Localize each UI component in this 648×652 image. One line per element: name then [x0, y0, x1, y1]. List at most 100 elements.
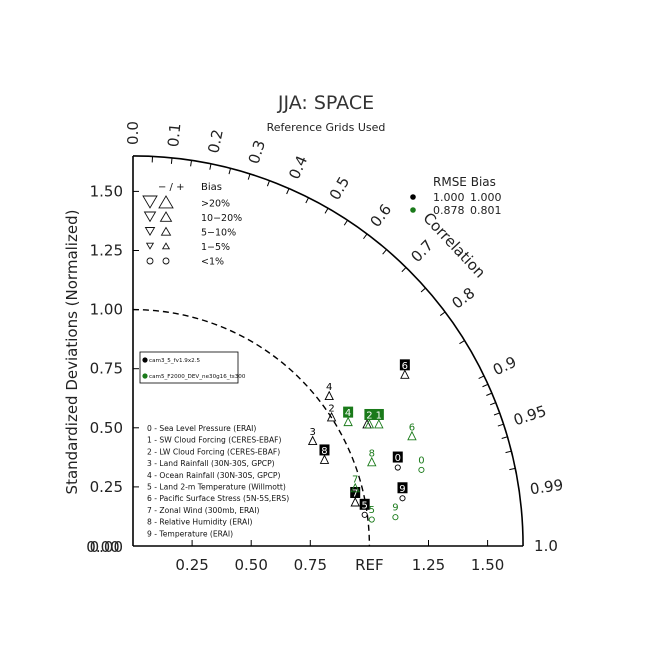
bias-up-triangle-icon [161, 212, 172, 221]
corr-tick [506, 451, 512, 452]
bias-down-triangle-icon [147, 243, 154, 249]
x-tick-label: 0.50 [234, 556, 267, 574]
x-tick-label: 1.50 [471, 556, 504, 574]
data-point: 1 [374, 409, 384, 428]
corr-tick [486, 393, 492, 395]
case-legend-label: cam3_5_fv1.9x2.5 [149, 358, 200, 364]
rmse-legend-header: RMSE Bias [433, 175, 496, 189]
x-tick-label: 0.75 [294, 556, 327, 574]
corr-label: 0.1 [164, 122, 184, 148]
corr-tick [383, 250, 387, 255]
corr-tick [482, 384, 487, 386]
case-legend-label: cam5_F2000_DEV_ne30g16_ts300 [149, 374, 246, 380]
data-point-label: 4 [345, 408, 351, 419]
data-points: 0123456789012456789 [309, 359, 425, 522]
corr-tick [459, 341, 464, 344]
data-point-marker [395, 465, 400, 470]
variable-list-item: 4 - Ocean Rainfall (30N-30S, GPCP) [147, 471, 280, 480]
corr-tick [229, 168, 231, 174]
data-point-label: 8 [321, 446, 327, 457]
corr-tick [479, 376, 484, 379]
corr-tick [363, 234, 367, 239]
y-tick-label: 1.50 [90, 182, 123, 200]
variable-list-item: 9 - Temperature (ERAI) [147, 529, 233, 538]
case-legend-dot-icon [142, 373, 147, 378]
corr-label: 0.7 [407, 236, 437, 266]
corr-tick [171, 158, 172, 164]
variable-list-item: 3 - Land Rainfall (30N-30S, GPCP) [147, 459, 275, 468]
y-tick-label: 1.25 [90, 242, 123, 260]
data-point: 0 [418, 455, 424, 472]
data-point-label: 9 [392, 503, 398, 514]
bias-circle-icon [147, 258, 153, 264]
data-point-marker [419, 467, 424, 472]
corr-tick [440, 312, 445, 316]
bias-down-triangle-icon [146, 228, 155, 236]
rmse-legend-dot-icon [410, 194, 416, 200]
data-point-label: 4 [326, 382, 332, 393]
corr-tick [502, 437, 508, 439]
data-point-label: 5 [361, 500, 367, 511]
corr-tick [267, 181, 269, 187]
corr-label: 0.9 [490, 353, 519, 380]
bias-legend-value: 1.000 [470, 191, 502, 204]
y-tick-label: 0.75 [90, 360, 123, 378]
corr-tick [306, 198, 309, 203]
bias-legend-value: 0.801 [470, 204, 502, 217]
y-axis-label: Standardized Deviations (Normalized) [63, 210, 81, 495]
data-point: 4 [325, 382, 333, 400]
corr-label: 0.5 [326, 174, 354, 204]
variable-list-item: 1 - SW Cloud Forcing (CERES-EBAF) [147, 436, 282, 445]
corr-label: 0.2 [204, 128, 226, 155]
variable-list-item: 7 - Zonal Wind (300mb, ERAI) [147, 506, 259, 515]
rmse-legend-value: 1.000 [433, 191, 465, 204]
data-point: 8 [368, 448, 376, 466]
data-point: 3 [309, 427, 317, 445]
bias-legend-row-label: 5−10% [201, 228, 236, 239]
bias-legend-row-label: >20% [201, 199, 230, 210]
data-point-label: 0 [418, 455, 424, 466]
corr-tick [509, 468, 515, 469]
data-point-label: 3 [309, 427, 315, 438]
x-tick-label: 1.25 [412, 556, 445, 574]
rmse-legend-dot-icon [410, 207, 416, 213]
corr-tick [498, 424, 504, 426]
rmse-legend-value: 0.878 [433, 204, 465, 217]
data-point-label: 6 [409, 422, 415, 433]
corr-tick [490, 403, 496, 405]
data-point-marker [362, 512, 367, 517]
data-point: 8 [319, 444, 329, 463]
data-point: 2 [328, 403, 336, 421]
data-point-marker [393, 515, 398, 520]
data-point-label: 8 [369, 448, 375, 459]
data-point-label: 2 [328, 403, 334, 414]
corr-label: 0.3 [245, 138, 269, 166]
bias-up-triangle-icon [159, 196, 173, 208]
corr-tick [402, 267, 406, 271]
x-tick-label: 0.25 [175, 556, 208, 574]
data-point-marker [369, 517, 374, 522]
data-point: 9 [397, 482, 407, 501]
bias-circle-icon [163, 258, 169, 264]
bias-up-triangle-icon [162, 228, 171, 236]
corr-label: 0.95 [511, 402, 548, 430]
bias-legend-row-label: <1% [201, 257, 224, 268]
variable-list-item: 5 - Land 2-m Temperature (Willmott) [147, 483, 286, 492]
x-ref-label: REF [355, 556, 384, 574]
corr-tick [210, 164, 211, 170]
data-point-label: 7 [352, 474, 358, 485]
corr-label: 0.6 [366, 201, 395, 231]
data-point-label: 0 [395, 453, 401, 464]
data-point-label: 5 [369, 505, 375, 516]
data-point-label: 1 [376, 410, 382, 421]
corr-tick [494, 413, 500, 415]
corr-tick [421, 288, 426, 292]
bias-legend-signs: − / + [158, 182, 184, 193]
y-tick-label: 0.25 [90, 478, 123, 496]
corr-tick [248, 174, 250, 180]
bias-legend-row-label: 1−5% [201, 242, 230, 253]
y-tick-label: 0.00 [90, 538, 123, 556]
corr-label: 0.8 [448, 284, 478, 313]
